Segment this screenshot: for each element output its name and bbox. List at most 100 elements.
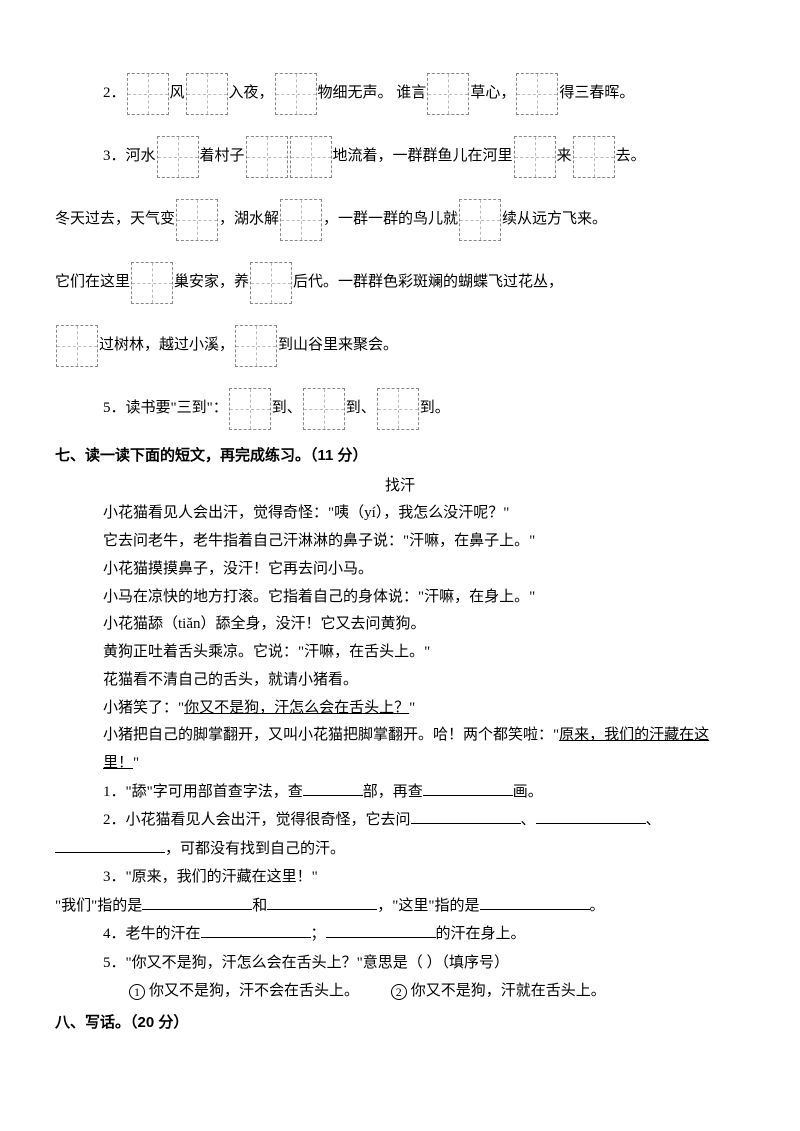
q3-text1: 着村子	[200, 148, 245, 164]
char-input-box[interactable]	[235, 325, 277, 367]
char-input-box[interactable]	[56, 325, 98, 367]
section-8-title: 八、写话。（20 分）	[55, 1010, 745, 1036]
q3-text3: 来	[557, 148, 572, 164]
question-2: 2． 风 入夜， 物细无声。 谁言 草心， 得三春晖。	[55, 65, 745, 122]
q5-text3: 到。	[420, 400, 450, 416]
q5-text1: 到、	[272, 400, 302, 416]
rq4c: 的汗在身上。	[436, 926, 526, 942]
char-input-box[interactable]	[514, 136, 556, 178]
blank-input[interactable]	[536, 806, 646, 824]
q3-line4a: 过树林，越过小溪，	[99, 337, 234, 353]
char-input-box[interactable]	[186, 73, 228, 115]
q3-number: 3．河水	[103, 148, 156, 164]
q3-line2a: 冬天过去，天气变	[55, 211, 175, 227]
char-input-box[interactable]	[246, 136, 288, 178]
rq5opt2: 你又不是狗，汗就在舌头上。	[411, 983, 606, 999]
blank-input[interactable]	[326, 920, 436, 938]
q3-line2b: ，湖水解	[219, 211, 279, 227]
char-input-box[interactable]	[127, 73, 169, 115]
rq2d: ，可都没有找到自己的汗。	[165, 841, 345, 857]
rq1b: 部，再查	[363, 784, 423, 800]
rq3b: "我们"指的是	[55, 898, 142, 914]
char-input-box[interactable]	[303, 388, 345, 430]
reading-q4: 4．老牛的汗在 ； 的汗在身上。	[55, 920, 745, 949]
char-input-box[interactable]	[459, 199, 501, 241]
char-input-box[interactable]	[427, 73, 469, 115]
q2-number: 2．	[103, 85, 126, 101]
q2-text2: 入夜，	[229, 85, 274, 101]
reading-q3: 3．"原来，我们的汗藏在这里！" "我们"指的是 和 ，"这里"指的是 。	[55, 863, 745, 920]
question-3-line2: 冬天过去，天气变 ，湖水解 ，一群一群的鸟儿就 续从远方飞来。	[55, 191, 745, 248]
q2-text4: 草心，	[470, 85, 515, 101]
question-5: 5．读书要"三到"：到、到、到。	[55, 380, 745, 437]
rq2c: 、	[646, 812, 661, 828]
q3-line3c: 后代。一群群色彩斑斓的蝴蝶飞过花丛，	[293, 274, 563, 290]
q3-text4: 去。	[616, 148, 646, 164]
reading-p2: 它去问老牛，老牛指着自己汗淋淋的鼻子说："汗嘛，在鼻子上。"	[55, 528, 745, 556]
q3-line2d: 续从远方飞来。	[502, 211, 607, 227]
q2-text3: 物细无声。 谁言	[318, 85, 427, 101]
blank-input[interactable]	[411, 806, 521, 824]
reading-p3: 小花猫摸摸鼻子，没汗！它再去问小马。	[55, 556, 745, 584]
q3-line3b: 巢安家，养	[174, 274, 249, 290]
reading-p7: 花猫看不清自己的舌头，就请小猪看。	[55, 667, 745, 695]
rq4a: 4．老牛的汗在	[103, 926, 201, 942]
rq2b: 、	[521, 812, 536, 828]
reading-p1: 小花猫看见人会出汗，觉得奇怪："咦（yí），我怎么没汗呢？"	[55, 500, 745, 528]
rq4b: ；	[311, 926, 326, 942]
reading-q5: 5．"你又不是狗，汗怎么会在舌头上？"意思是（ ）（填序号） 1你又不是狗，汗不…	[55, 949, 745, 1006]
char-input-box[interactable]	[250, 262, 292, 304]
char-input-box[interactable]	[290, 136, 332, 178]
reading-p6: 黄狗正吐着舌头乘凉。它说："汗嘛，在舌头上。"	[55, 639, 745, 667]
rq2a: 2．小花猫看见人会出汗，觉得很奇怪，它去问	[103, 812, 411, 828]
q2-text5: 得三春晖。	[559, 85, 634, 101]
reading-p8: 小猪笑了："你又不是狗，汗怎么会在舌头上？"	[55, 695, 745, 723]
question-3-line1: 3．河水 着村子 地流着，一群群鱼儿在河里 来 去。	[55, 128, 745, 185]
char-input-box[interactable]	[229, 388, 271, 430]
reading-title: 找汗	[55, 473, 745, 501]
p9a: 小猪把自己的脚掌翻开，又叫小花猫把脚掌翻开。哈！两个都笑啦："	[103, 727, 559, 743]
blank-input[interactable]	[267, 892, 377, 910]
q3-line4b: 到山谷里来聚会。	[278, 337, 398, 353]
p8c: "	[409, 700, 415, 716]
blank-input[interactable]	[142, 892, 252, 910]
reading-p5: 小花猫舔（tiǎn）舔全身，没汗！它又去问黄狗。	[55, 611, 745, 639]
rq3d: ，"这里"指的是	[377, 898, 479, 914]
char-input-box[interactable]	[131, 262, 173, 304]
char-input-box[interactable]	[280, 199, 322, 241]
question-3-line4: 过树林，越过小溪， 到山谷里来聚会。	[55, 317, 745, 374]
char-input-box[interactable]	[275, 73, 317, 115]
blank-input[interactable]	[303, 778, 363, 796]
reading-q2: 2．小花猫看见人会出汗，觉得很奇怪，它去问 、 、 ，可都没有找到自己的汗。	[55, 806, 745, 863]
reading-p9: 小猪把自己的脚掌翻开，又叫小花猫把脚掌翻开。哈！两个都笑啦："原来，我们的汗藏在…	[55, 722, 745, 778]
rq5opt1: 你又不是狗，汗不会在舌头上。	[149, 983, 359, 999]
p8b-underline: 你又不是狗，汗怎么会在舌头上？	[184, 700, 409, 716]
option-1-circled[interactable]: 1	[129, 984, 145, 1000]
char-input-box[interactable]	[176, 199, 218, 241]
blank-input[interactable]	[480, 892, 590, 910]
char-input-box[interactable]	[157, 136, 199, 178]
q3-text2: 地流着，一群群鱼儿在河里	[333, 148, 513, 164]
char-input-box[interactable]	[573, 136, 615, 178]
section-7-title: 七、读一读下面的短文，再完成练习。（11 分）	[55, 443, 745, 469]
q2-text1: 风	[170, 85, 185, 101]
rq1c: 画。	[513, 784, 543, 800]
p9c: "	[133, 755, 139, 771]
rq5a: 5．"你又不是狗，汗怎么会在舌头上？"意思是（ ）（填序号）	[103, 955, 509, 971]
rq3e: 。	[590, 898, 605, 914]
blank-input[interactable]	[201, 920, 311, 938]
rq1a: 1．"舔"字可用部首查字法，查	[103, 784, 303, 800]
p8a: 小猪笑了："	[103, 700, 184, 716]
char-input-box[interactable]	[377, 388, 419, 430]
option-2-circled[interactable]: 2	[391, 984, 407, 1000]
blank-input[interactable]	[55, 835, 165, 853]
reading-questions: 1．"舔"字可用部首查字法，查 部，再查 画。 2．小花猫看见人会出汗，觉得很奇怪，…	[55, 778, 745, 1006]
rq3a: 3．"原来，我们的汗藏在这里！"	[103, 869, 318, 885]
blank-input[interactable]	[423, 778, 513, 796]
q3-line3a: 它们在这里	[55, 274, 130, 290]
rq3c: 和	[252, 898, 267, 914]
char-input-box[interactable]	[516, 73, 558, 115]
q5-number: 5．读书要"三到"：	[103, 400, 228, 416]
q3-line2c: ，一群一群的鸟儿就	[323, 211, 458, 227]
reading-q1: 1．"舔"字可用部首查字法，查 部，再查 画。	[55, 778, 745, 807]
